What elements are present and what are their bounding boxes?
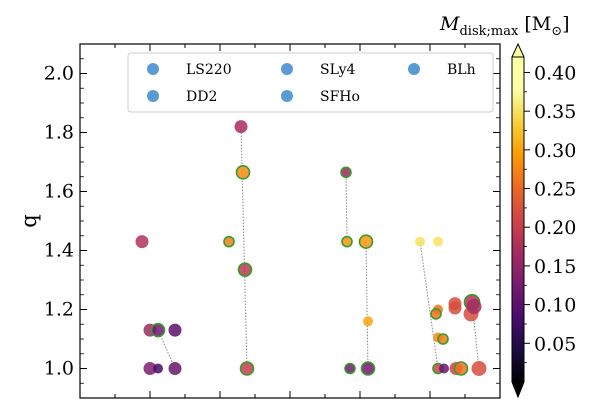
colorbar-tick-label: 0.15 bbox=[534, 256, 576, 278]
legend-label: BLh bbox=[447, 62, 476, 78]
colorbar-tick-label: 0.35 bbox=[534, 101, 576, 123]
data-point-sly4-3 bbox=[363, 316, 373, 327]
legend-marker bbox=[281, 90, 293, 102]
data-point-sfho-0 bbox=[415, 236, 425, 247]
data-point-ls220-2 bbox=[143, 362, 157, 375]
colorbar-tick-label: 0.40 bbox=[534, 62, 576, 84]
data-point-ls220-5 bbox=[168, 323, 182, 337]
connector-line-1 bbox=[240, 126, 248, 369]
y-tick-label: 1.0 bbox=[44, 358, 74, 380]
data-point-dd2-4 bbox=[239, 361, 255, 376]
plot-axes: 1.0 1.2 1.4 1.6 1.8 2.0 q bbox=[17, 43, 501, 399]
y-tick-label: 2.0 bbox=[44, 63, 74, 85]
legend-marker bbox=[147, 63, 159, 75]
legend-marker bbox=[147, 90, 159, 102]
colorbar-tick-label: 0.30 bbox=[534, 140, 576, 162]
connector-line-2 bbox=[345, 172, 348, 242]
colorbar-title: Mdisk;max [M⊙] bbox=[439, 13, 570, 39]
data-point-sfho-3 bbox=[430, 308, 442, 320]
colorbar-tick-label: 0.25 bbox=[534, 179, 576, 201]
legend-box bbox=[127, 52, 494, 113]
colorbar-tick-label: 0.20 bbox=[534, 217, 576, 239]
connector-lines bbox=[157, 126, 480, 369]
colorbar-gradient bbox=[512, 57, 524, 382]
colorbar-tick-label: 0.05 bbox=[534, 333, 576, 355]
legend-marker bbox=[408, 63, 420, 75]
data-point-ls220-3 bbox=[150, 322, 166, 338]
data-point-blh-1 bbox=[448, 301, 462, 315]
data-point-ls220-6 bbox=[168, 362, 182, 375]
legend: LS220 SLy4 BLh DD2 SFHo bbox=[127, 52, 494, 113]
legend-label: LS220 bbox=[186, 62, 232, 78]
data-point-blh-4 bbox=[466, 299, 482, 315]
legend-label: SLy4 bbox=[320, 62, 356, 78]
legend-label: SFHo bbox=[320, 89, 360, 105]
connector-line-5 bbox=[471, 302, 480, 369]
data-point-ls220-4 bbox=[153, 363, 163, 374]
data-point-blh-6 bbox=[453, 361, 469, 376]
data-point-ls220-0 bbox=[135, 235, 149, 249]
connector-line-4 bbox=[419, 241, 439, 369]
data-point-dd2-1 bbox=[223, 235, 235, 248]
data-point-sfho-1 bbox=[433, 236, 443, 247]
colorbar: 0.05 0.10 0.15 0.20 0.25 0.30 0.35 0.40 Mdisk;ma… bbox=[439, 13, 576, 399]
colorbar-extend-top bbox=[511, 42, 525, 58]
y-tick-label: 1.6 bbox=[44, 181, 74, 203]
colorbar-tick-label: 0.10 bbox=[534, 295, 576, 317]
legend-marker bbox=[281, 63, 293, 75]
data-point-sly4-4 bbox=[344, 362, 356, 375]
y-tick-label: 1.2 bbox=[44, 299, 74, 321]
data-point-sly4-5 bbox=[360, 361, 376, 376]
data-point-sfho-7 bbox=[439, 363, 449, 374]
y-tick-label: 1.8 bbox=[44, 122, 74, 144]
y-tick-label: 1.4 bbox=[44, 240, 74, 262]
data-point-sly4-1 bbox=[341, 235, 353, 248]
data-point-blh-7 bbox=[471, 361, 487, 376]
data-point-sfho-5 bbox=[437, 333, 449, 345]
data-points bbox=[135, 120, 487, 376]
y-axis-label: q bbox=[17, 214, 41, 227]
data-point-dd2-3 bbox=[237, 262, 253, 277]
data-point-sly4-2 bbox=[358, 234, 374, 249]
colorbar-extend-bottom bbox=[511, 381, 525, 399]
data-point-sly4-0 bbox=[340, 166, 352, 179]
legend-label: DD2 bbox=[186, 89, 217, 105]
data-point-dd2-0 bbox=[234, 120, 248, 134]
data-point-dd2-2 bbox=[235, 165, 251, 180]
connector-line-3 bbox=[365, 241, 369, 369]
